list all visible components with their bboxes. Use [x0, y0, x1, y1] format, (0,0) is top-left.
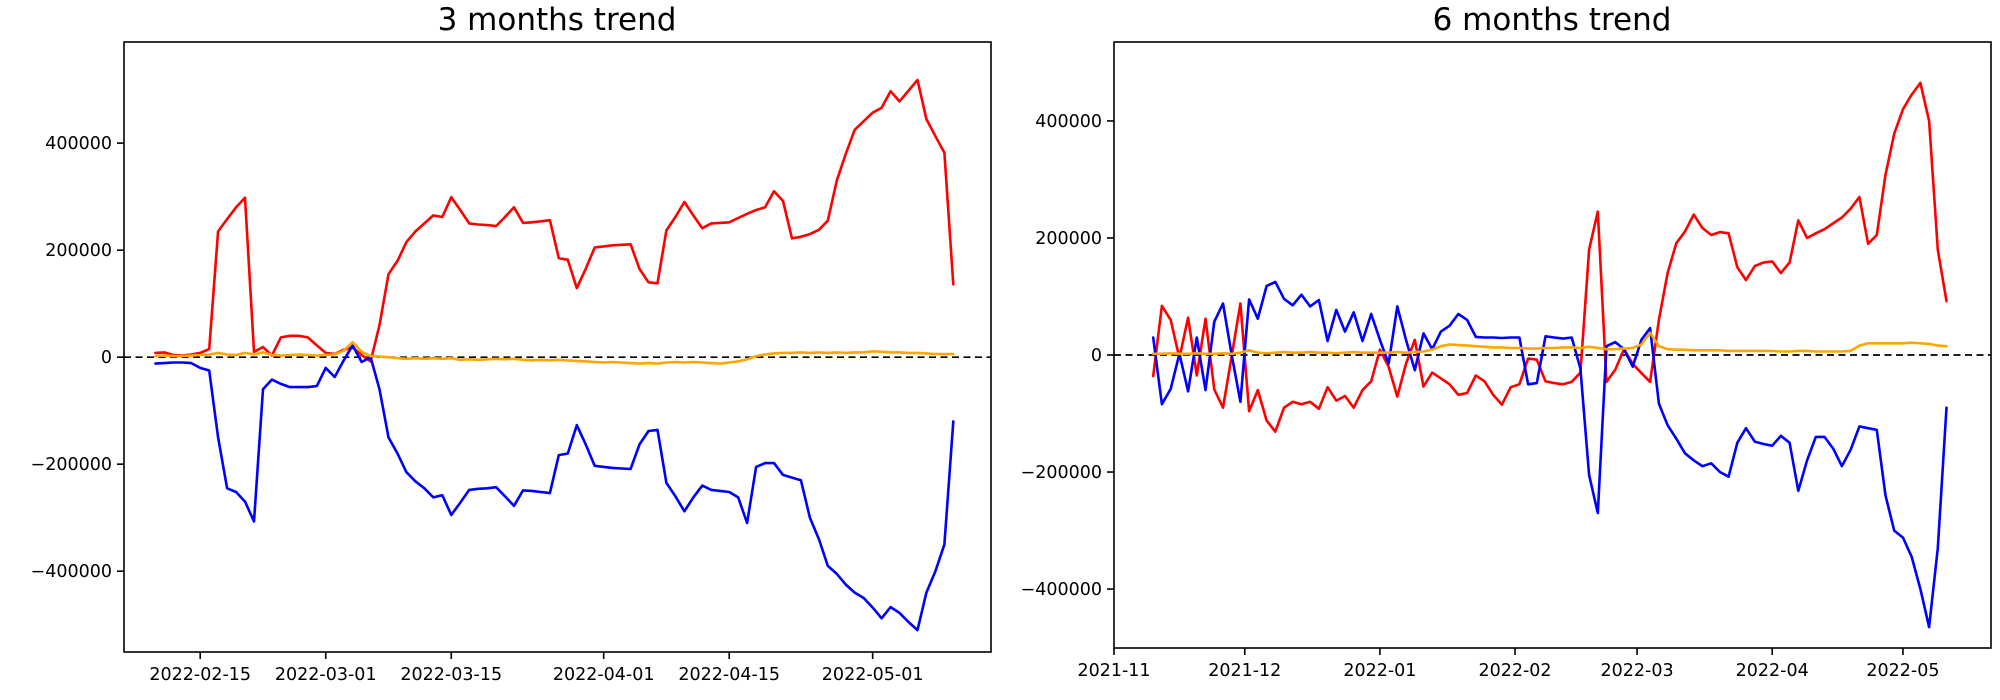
- blue-line: [1151, 280, 1948, 629]
- y-tick-label: −200000: [31, 455, 112, 475]
- x-tick-label: 2022-05: [1866, 661, 1939, 681]
- y-tick-label: −400000: [1021, 580, 1102, 600]
- x-tick-label: 2022-02-15: [149, 665, 251, 685]
- x-tick-label: 2021-12: [1208, 661, 1281, 681]
- x-tick-label: 2021-11: [1077, 661, 1150, 681]
- chart-title-3-months: 3 months trend: [437, 2, 677, 38]
- y-tick-label: −200000: [1021, 463, 1102, 483]
- chart-plot-3-months: 400000 200000 0 −200000 −400000 2022-02-15 202…: [31, 41, 992, 685]
- chart-plot-6-months: 400000 200000 0 −200000 −400000 2021-11 2021-1…: [1021, 41, 1992, 681]
- y-tick-label: 0: [1091, 346, 1102, 366]
- x-tick-label: 2022-03-15: [400, 665, 502, 685]
- x-tick-label: 2022-05-01: [822, 665, 924, 685]
- blue-line: [154, 344, 955, 632]
- x-tick-label: 2022-03-01: [275, 665, 377, 685]
- chart-6-months-trend: 6 months trend 400000 200000 0 −200000 −4000…: [1000, 0, 2000, 700]
- x-tick-label: 2022-01: [1343, 661, 1416, 681]
- y-tick-label: 400000: [1035, 112, 1102, 132]
- orange-line: [1151, 331, 1948, 356]
- red-line: [1151, 81, 1948, 434]
- x-tick-label: 2022-04-01: [553, 665, 655, 685]
- red-line: [154, 78, 955, 363]
- y-tick-label: 400000: [45, 134, 112, 154]
- y-tick-label: −400000: [31, 562, 112, 582]
- y-tick-label: 200000: [1035, 229, 1102, 249]
- y-tick-label: 200000: [45, 241, 112, 261]
- x-tick-label: 2022-02: [1478, 661, 1551, 681]
- chart-title-6-months: 6 months trend: [1432, 2, 1672, 38]
- orange-line: [154, 340, 955, 365]
- x-tick-label: 2022-03: [1600, 661, 1673, 681]
- x-tick-label: 2022-04: [1736, 661, 1809, 681]
- axes-box: [123, 41, 992, 653]
- chart-3-months-trend: 3 months trend 400000 200000 0 −200000 −4000…: [31, 2, 992, 685]
- x-tick-label: 2022-04-15: [678, 665, 780, 685]
- y-tick-label: 0: [101, 348, 112, 368]
- plot-background: [1114, 42, 1991, 648]
- plot-background: [124, 42, 991, 652]
- axes-box: [1113, 41, 1992, 649]
